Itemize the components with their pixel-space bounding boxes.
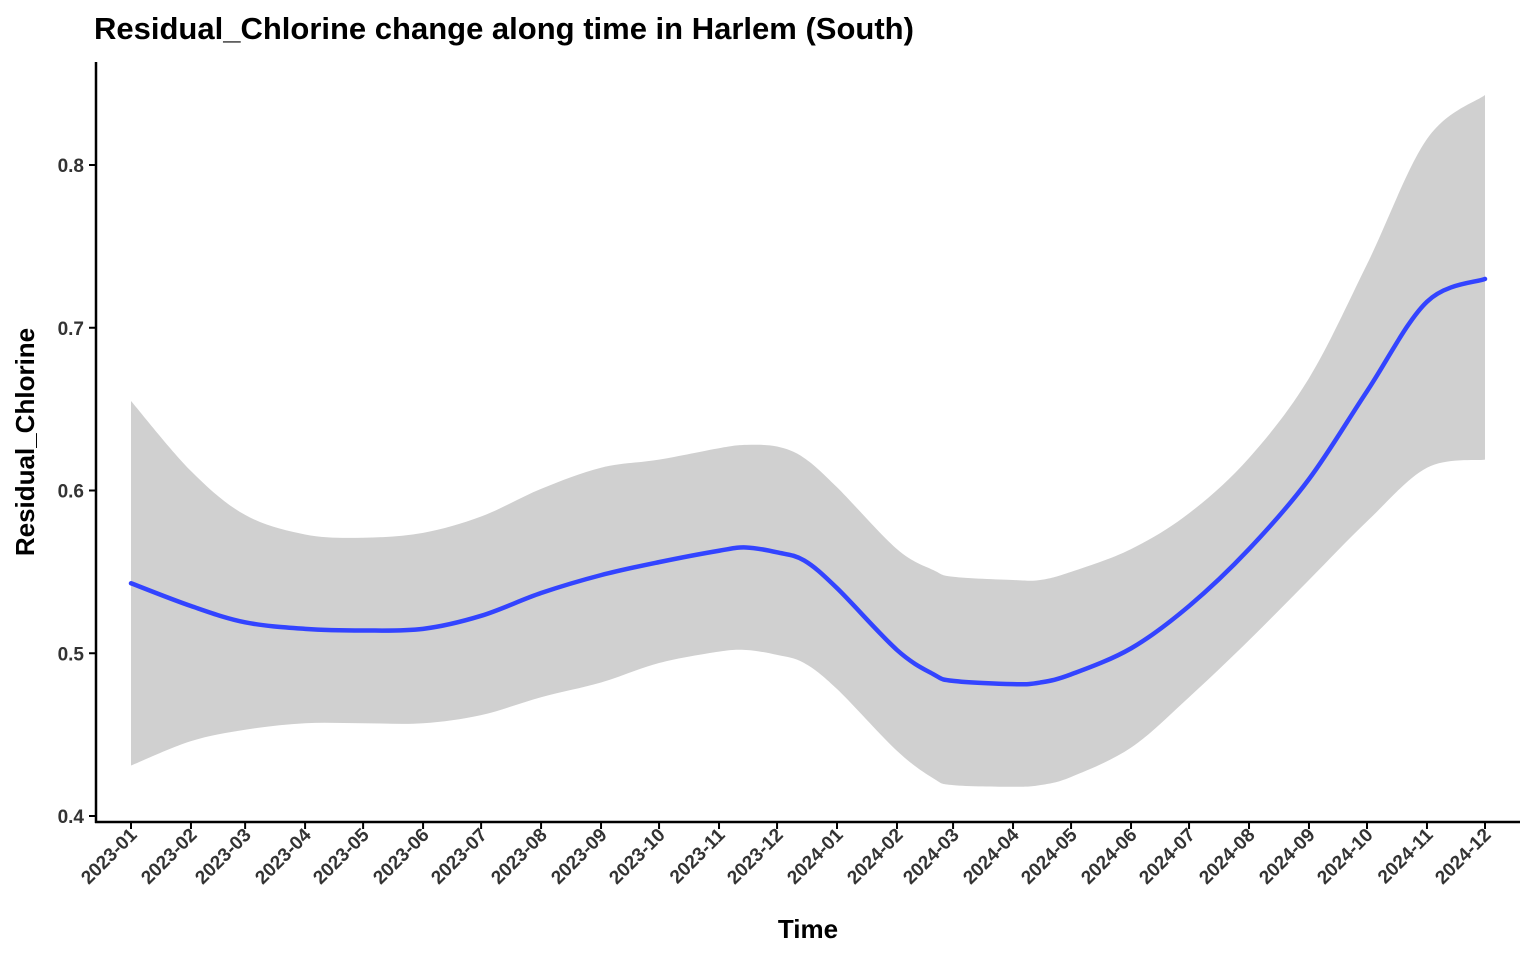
chart-title: Residual_Chlorine change along time in H… — [94, 11, 914, 46]
x-tick-label: 2023-05 — [309, 824, 373, 888]
x-tick-label: 2024-01 — [783, 824, 847, 888]
y-axis-title: Residual_Chlorine — [10, 328, 40, 556]
y-axis-ticks: 0.4 0.5 0.6 0.7 0.8 — [58, 156, 96, 828]
x-tick-label: 2023-11 — [666, 824, 730, 888]
x-tick-label: 2023-12 — [723, 825, 787, 889]
trend-line — [128, 276, 1488, 687]
x-tick-label: 2024-03 — [899, 825, 963, 889]
x-tick-label: 2023-07 — [427, 825, 491, 889]
x-tick-label: 2024-04 — [959, 824, 1023, 888]
x-tick-label: 2023-08 — [487, 825, 551, 889]
x-tick-label: 2024-02 — [843, 825, 907, 889]
x-axis-title: Time — [778, 914, 838, 944]
x-tick-label: 2024-10 — [1313, 825, 1377, 889]
axes — [94, 62, 1520, 824]
x-tick-label: 2023-10 — [605, 825, 669, 889]
x-tick-label: 2023-01 — [77, 824, 141, 888]
x-tick-label: 2024-11 — [1374, 824, 1438, 888]
x-tick-label: 2024-07 — [1135, 825, 1199, 889]
y-tick-label: 0.8 — [58, 156, 84, 177]
x-tick-label: 2023-04 — [251, 824, 315, 888]
y-tick-label: 0.7 — [58, 319, 84, 340]
x-axis-ticks: 2023-012023-022023-032023-042023-052023-… — [77, 822, 1496, 889]
y-tick-label: 0.6 — [58, 482, 84, 503]
x-tick-label: 2024-05 — [1017, 824, 1081, 888]
y-tick-label: 0.5 — [58, 644, 85, 665]
x-tick-label: 2024-12 — [1431, 825, 1495, 889]
x-tick-label: 2023-06 — [369, 825, 433, 889]
y-tick-label: 0.4 — [58, 807, 85, 828]
x-tick-label: 2024-09 — [1255, 825, 1319, 889]
x-tick-label: 2024-06 — [1077, 825, 1141, 889]
x-tick-label: 2023-09 — [547, 825, 611, 889]
confidence-band-layer — [131, 95, 1485, 787]
confidence-band — [131, 95, 1485, 787]
x-tick-label: 2023-03 — [191, 825, 255, 889]
trend-line-layer — [128, 276, 1488, 687]
x-tick-label: 2023-02 — [137, 825, 201, 889]
x-tick-label: 2024-08 — [1195, 825, 1259, 889]
